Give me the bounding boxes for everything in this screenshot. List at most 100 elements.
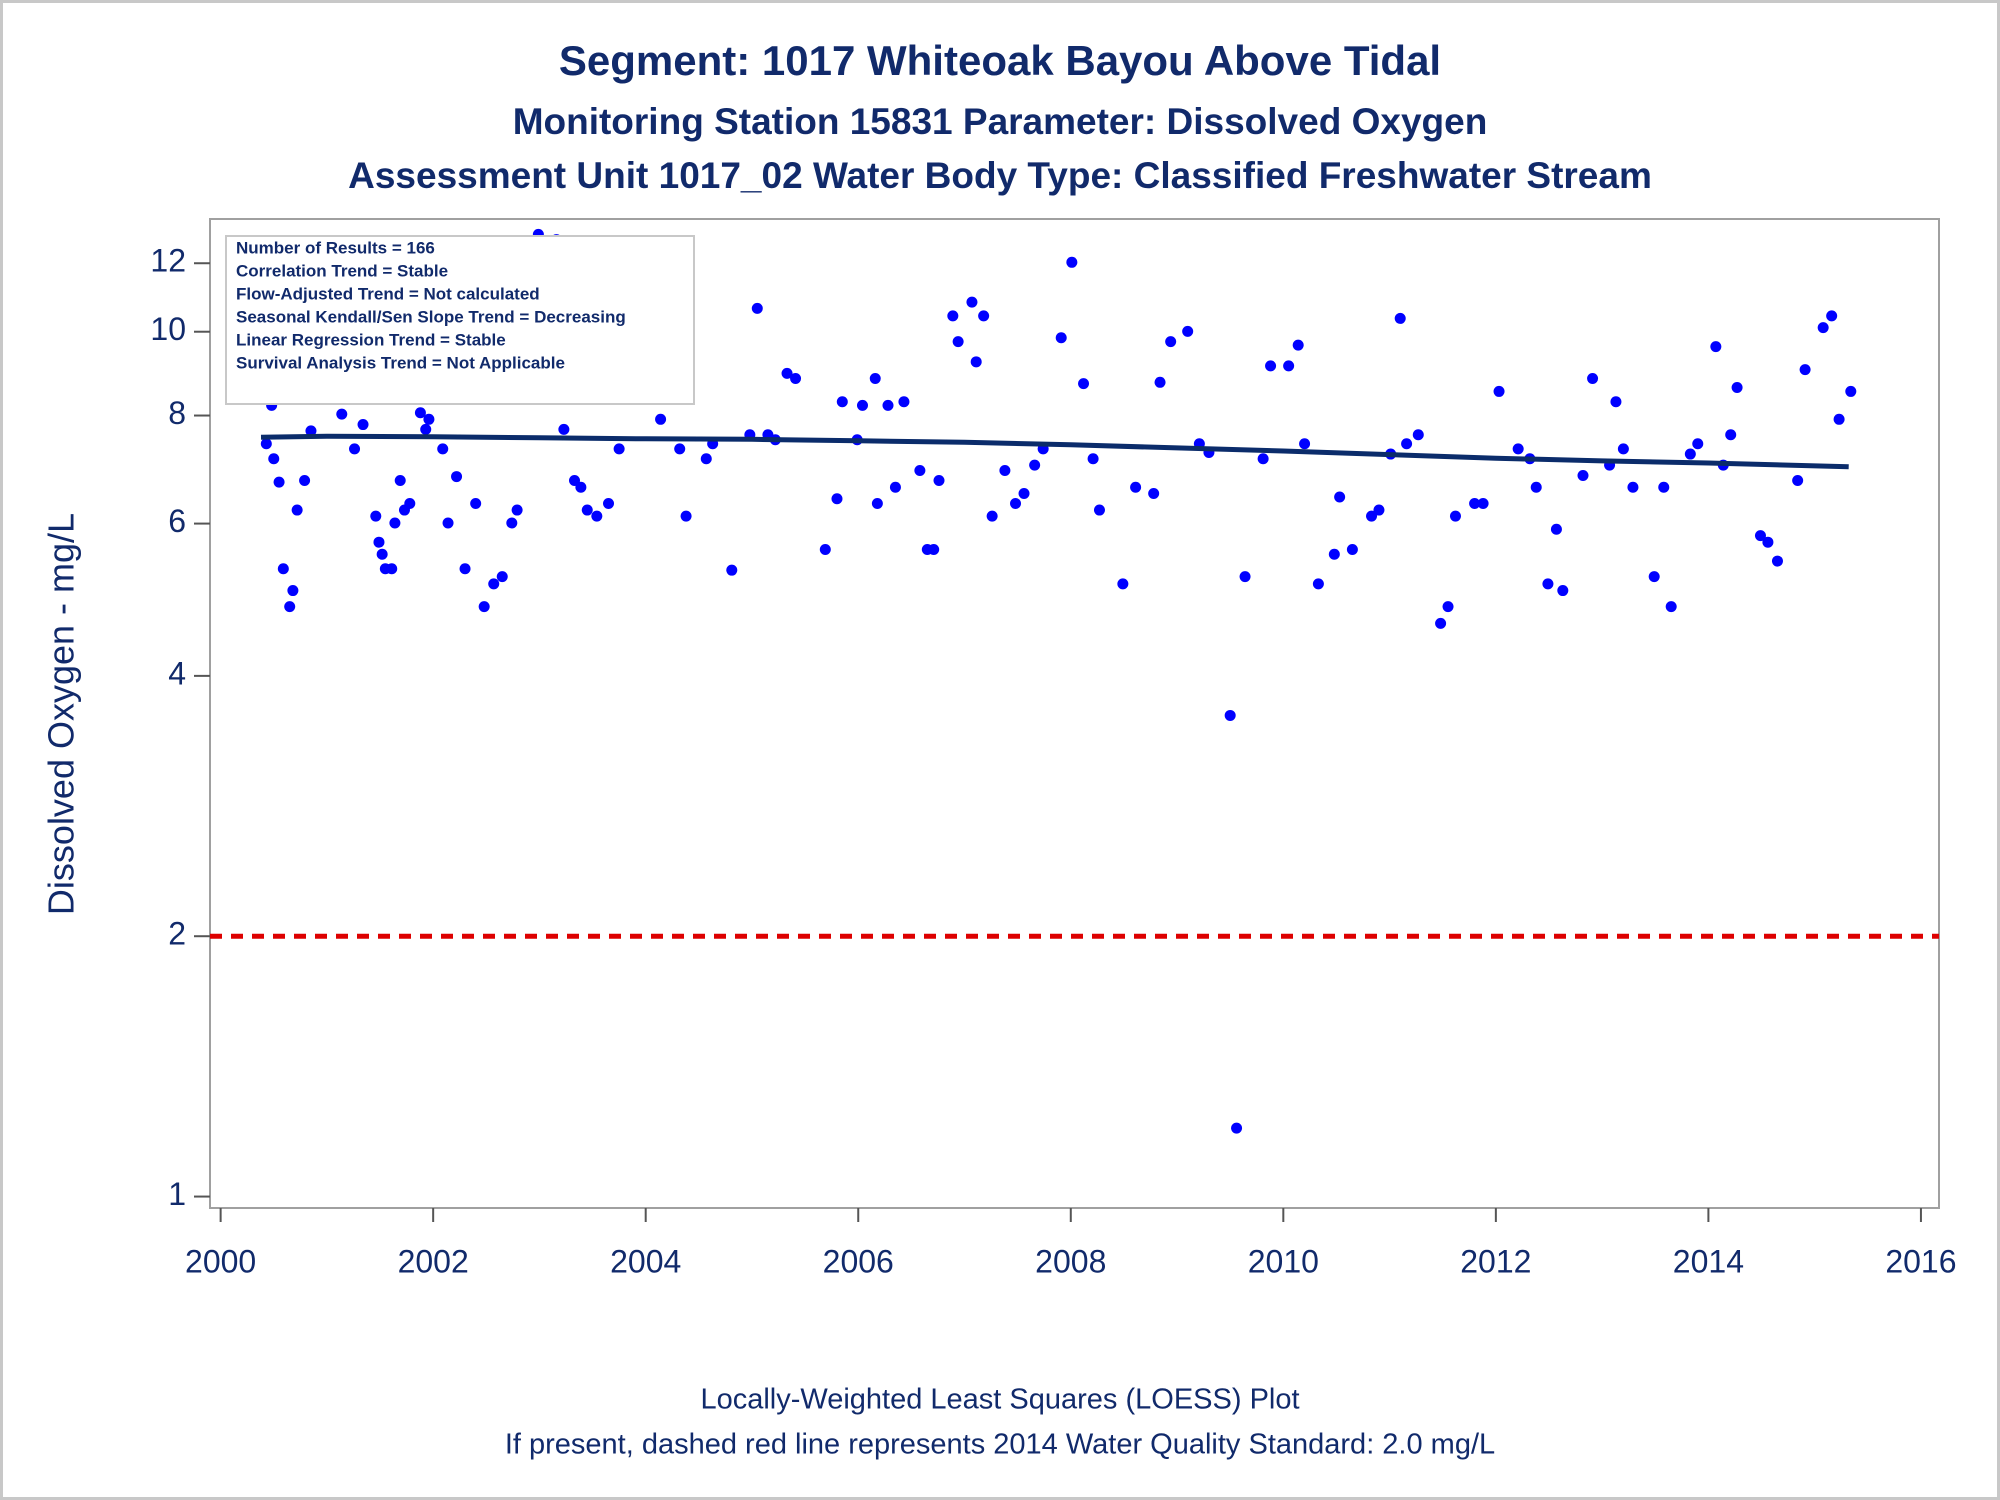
data-point [1283,360,1295,372]
stats-text: Flow-Adjusted Trend = Not calculated [236,284,540,303]
data-point [1328,548,1340,560]
data-point [869,372,881,384]
data-point [1239,571,1251,583]
data-point [305,425,317,437]
chart-subtitle: Monitoring Station 15831 Parameter: Diss… [513,101,1488,142]
data-point [268,453,280,465]
data-point [389,517,401,529]
stats-text: Number of Results = 166 [236,238,435,257]
footnote: Locally-Weighted Least Squares (LOESS) P… [700,1384,1299,1416]
data-point [451,471,463,483]
stats-text: Survival Analysis Trend = Not Applicable [236,353,565,372]
data-point [581,504,593,516]
data-point [1754,530,1766,542]
data-point [470,497,482,509]
x-tick-label: 2008 [1035,1243,1106,1279]
data-point [952,336,964,348]
data-point [488,578,500,590]
data-point [260,438,272,450]
data-point [423,413,435,425]
data-point [1093,504,1105,516]
data-point [836,396,848,408]
data-point [284,601,296,613]
data-point [1449,510,1461,522]
x-tick-label: 2016 [1885,1243,1956,1279]
data-point [376,548,388,560]
loess-line [260,433,1849,470]
stats-box [225,235,695,405]
data-point [1312,578,1324,590]
chart-subtitle: Assessment Unit 1017_02 Water Body Type:… [348,155,1652,196]
data-point [299,474,311,486]
data-point [999,465,1011,477]
data-point [420,423,432,435]
data-point [1799,364,1811,376]
data-point [1493,385,1505,397]
data-point [1617,443,1629,455]
data-point [1557,585,1569,597]
data-point [655,413,667,425]
data-point [914,465,926,477]
data-point [1224,709,1236,721]
y-tick-label: 4 [168,655,186,691]
data-point [1010,497,1022,509]
data-point [1658,481,1670,493]
data-point [1087,453,1099,465]
data-point [1610,396,1622,408]
data-point [478,601,490,613]
data-point [370,510,382,522]
data-point [882,399,894,411]
data-point [1648,571,1660,583]
data-point [1550,523,1562,535]
data-point [898,396,910,408]
data-point [680,510,692,522]
x-tick-label: 2014 [1673,1243,1744,1279]
plot-frame [209,218,1940,1209]
data-point [357,419,369,431]
data-point [970,356,982,368]
x-tick-label: 2012 [1460,1243,1531,1279]
data-point [373,536,385,548]
data-point [1771,555,1783,567]
data-point [506,517,518,529]
x-tick-label: 2000 [185,1243,256,1279]
x-tick-label: 2010 [1248,1243,1319,1279]
data-point [1817,322,1829,334]
data-point [1055,332,1067,344]
data-point [674,443,686,455]
data-point [1265,360,1277,372]
data-point [819,543,831,555]
y-tick-label: 10 [150,311,186,347]
data-point [1334,491,1346,503]
data-point [287,585,299,597]
data-point [947,310,959,322]
data-point [1627,481,1639,493]
data-point [928,543,940,555]
data-point [1587,372,1599,384]
stats-text: Correlation Trend = Stable [236,261,448,280]
y-tick-label: 2 [168,916,186,952]
data-point [1725,429,1737,441]
data-point [1373,504,1385,516]
data-point [726,564,738,576]
x-tick-label: 2004 [610,1243,681,1279]
data-point [336,408,348,420]
data-point [1165,336,1177,348]
data-point [1477,497,1489,509]
data-point [1401,438,1413,450]
data-point [591,510,603,522]
data-point [1117,578,1129,590]
data-point [496,571,508,583]
y-tick-label: 6 [168,503,186,539]
data-point [442,517,454,529]
data-point [1542,578,1554,590]
y-tick-label: 8 [168,395,186,431]
data-point [1148,488,1160,500]
data-point [1792,474,1804,486]
data-point [394,474,406,486]
data-point [575,481,587,493]
y-tick-label: 1 [168,1176,186,1212]
data-point [1731,381,1743,393]
data-point [1833,413,1845,425]
